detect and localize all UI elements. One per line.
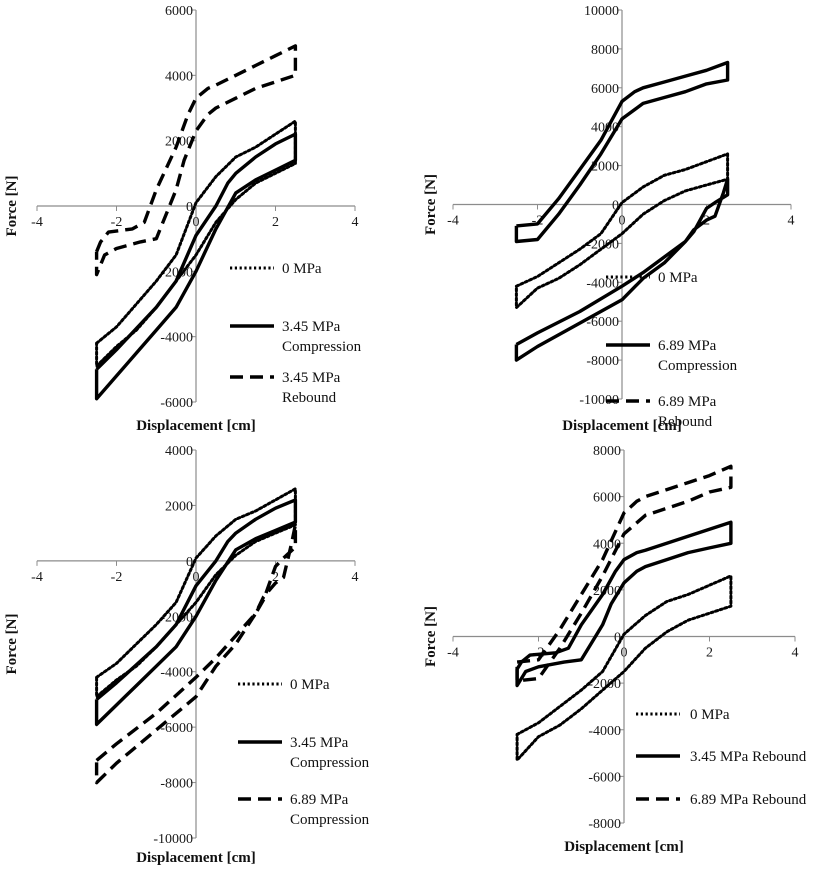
legend-label: 3.45 MPa Compression: [290, 735, 370, 771]
x-tick-label: -2: [111, 215, 123, 230]
y-tick-label: 0: [612, 199, 619, 214]
legend: 0 MPa 6.89 MPa Compression 6.89 MPa Rebound: [606, 270, 738, 430]
series-line: [514, 60, 730, 244]
y-tick-label: 6000: [591, 82, 619, 97]
y-tick-label: 0: [186, 200, 193, 215]
legend-label: 3.45 MPa Rebound: [690, 749, 807, 765]
series-line: [94, 523, 298, 785]
legend-label: 6.89 MPa Rebound: [658, 394, 717, 430]
x-axis-title: Displacement [cm]: [562, 418, 682, 434]
series-line: [514, 177, 730, 362]
chart-1: -4 -2 0 2 4-6000-4000-20000200040006000Displ…: [4, 4, 362, 434]
chart-4: -4 -2 0 2 4-8000-6000-4000-20000200040006000…: [423, 444, 807, 855]
y-tick-label: -8000: [586, 354, 619, 369]
y-tick-label: 4000: [593, 537, 621, 552]
y-tick-label: -6000: [586, 315, 619, 330]
y-axis-title: Force [N]: [423, 606, 439, 667]
y-tick-label: -4000: [586, 276, 619, 291]
y-tick-label: -8000: [588, 817, 621, 832]
legend: 0 MPa 3.45 MPa Compression 6.89 MPa Compress…: [238, 677, 370, 828]
y-tick-label: 2000: [165, 499, 193, 514]
series-line: [514, 152, 730, 310]
legend-label: 0 MPa: [282, 261, 322, 277]
legend-label: 6.89 MPa Compression: [290, 792, 370, 828]
legend-label: 0 MPa: [690, 707, 730, 723]
y-tick-label: 6000: [593, 491, 621, 506]
y-axis-title: Force [N]: [4, 176, 20, 237]
y-tick-label: 6000: [165, 4, 193, 19]
y-tick-label: -4000: [160, 331, 193, 346]
series-line: [515, 464, 733, 683]
x-tick-label: 0: [621, 646, 628, 661]
y-tick-label: 0: [614, 631, 621, 646]
y-tick-label: 2000: [593, 584, 621, 599]
x-tick-label: 0: [193, 215, 200, 230]
legend-label: 6.89 MPa Compression: [658, 338, 738, 374]
y-tick-label: 4000: [591, 121, 619, 136]
x-tick-label: -4: [31, 215, 43, 230]
y-tick-label: -4000: [588, 724, 621, 739]
y-tick-label: -10000: [153, 832, 193, 847]
x-tick-label: 2: [272, 215, 279, 230]
y-tick-label: 10000: [584, 4, 619, 19]
y-tick-label: -4000: [160, 666, 193, 681]
x-tick-label: 4: [788, 214, 795, 229]
legend: 0 MPa 3.45 MPa Rebound 6.89 MPa Rebound: [636, 707, 807, 808]
x-tick-label: -2: [111, 570, 123, 585]
y-tick-label: -6000: [160, 721, 193, 736]
series-line: [94, 132, 298, 401]
legend: 0 MPa 3.45 MPa Compression 3.45 MPa Rebound: [230, 261, 362, 406]
x-tick-label: 4: [352, 215, 359, 230]
x-tick-label: 4: [792, 646, 799, 661]
y-tick-label: -8000: [160, 777, 193, 792]
x-axis-title: Displacement [cm]: [136, 418, 256, 434]
y-tick-label: 0: [186, 555, 193, 570]
x-tick-label: 0: [193, 570, 200, 585]
chart-3: -4 -2 0 2 4-10000-8000-6000-4000-20000200040…: [4, 444, 370, 866]
legend-label: 0 MPa: [658, 270, 698, 286]
y-tick-label: 4000: [165, 69, 193, 84]
x-tick-label: -4: [447, 214, 459, 229]
x-tick-label: 2: [706, 646, 713, 661]
x-tick-label: 4: [352, 570, 359, 585]
x-axis-title: Displacement [cm]: [564, 839, 684, 855]
series-line: [94, 498, 298, 727]
x-tick-label: -4: [31, 570, 43, 585]
series-line: [94, 44, 298, 277]
y-tick-label: 2000: [591, 160, 619, 175]
y-axis-title: Force [N]: [423, 174, 439, 235]
y-tick-label: -10000: [579, 393, 619, 408]
y-tick-label: 8000: [593, 444, 621, 459]
legend-label: 3.45 MPa Rebound: [282, 370, 341, 406]
y-tick-label: 8000: [591, 43, 619, 58]
x-tick-label: -4: [447, 646, 459, 661]
series-line: [515, 574, 733, 762]
y-axis-title: Force [N]: [4, 614, 20, 675]
legend-label: 3.45 MPa Compression: [282, 319, 362, 355]
x-tick-label: 0: [619, 214, 626, 229]
y-tick-label: 4000: [165, 444, 193, 459]
legend-label: 0 MPa: [290, 677, 330, 693]
y-tick-label: -6000: [588, 770, 621, 785]
series-line: [515, 520, 733, 688]
x-axis-title: Displacement [cm]: [136, 850, 256, 866]
x-tick-label: 2: [272, 570, 279, 585]
legend-label: 6.89 MPa Rebound: [690, 792, 807, 808]
y-tick-label: -6000: [160, 396, 193, 411]
chart-2: -4 -2 0 2 4-10000-8000-6000-4000-20000200040…: [423, 4, 795, 434]
x-tick-label: -2: [532, 214, 544, 229]
